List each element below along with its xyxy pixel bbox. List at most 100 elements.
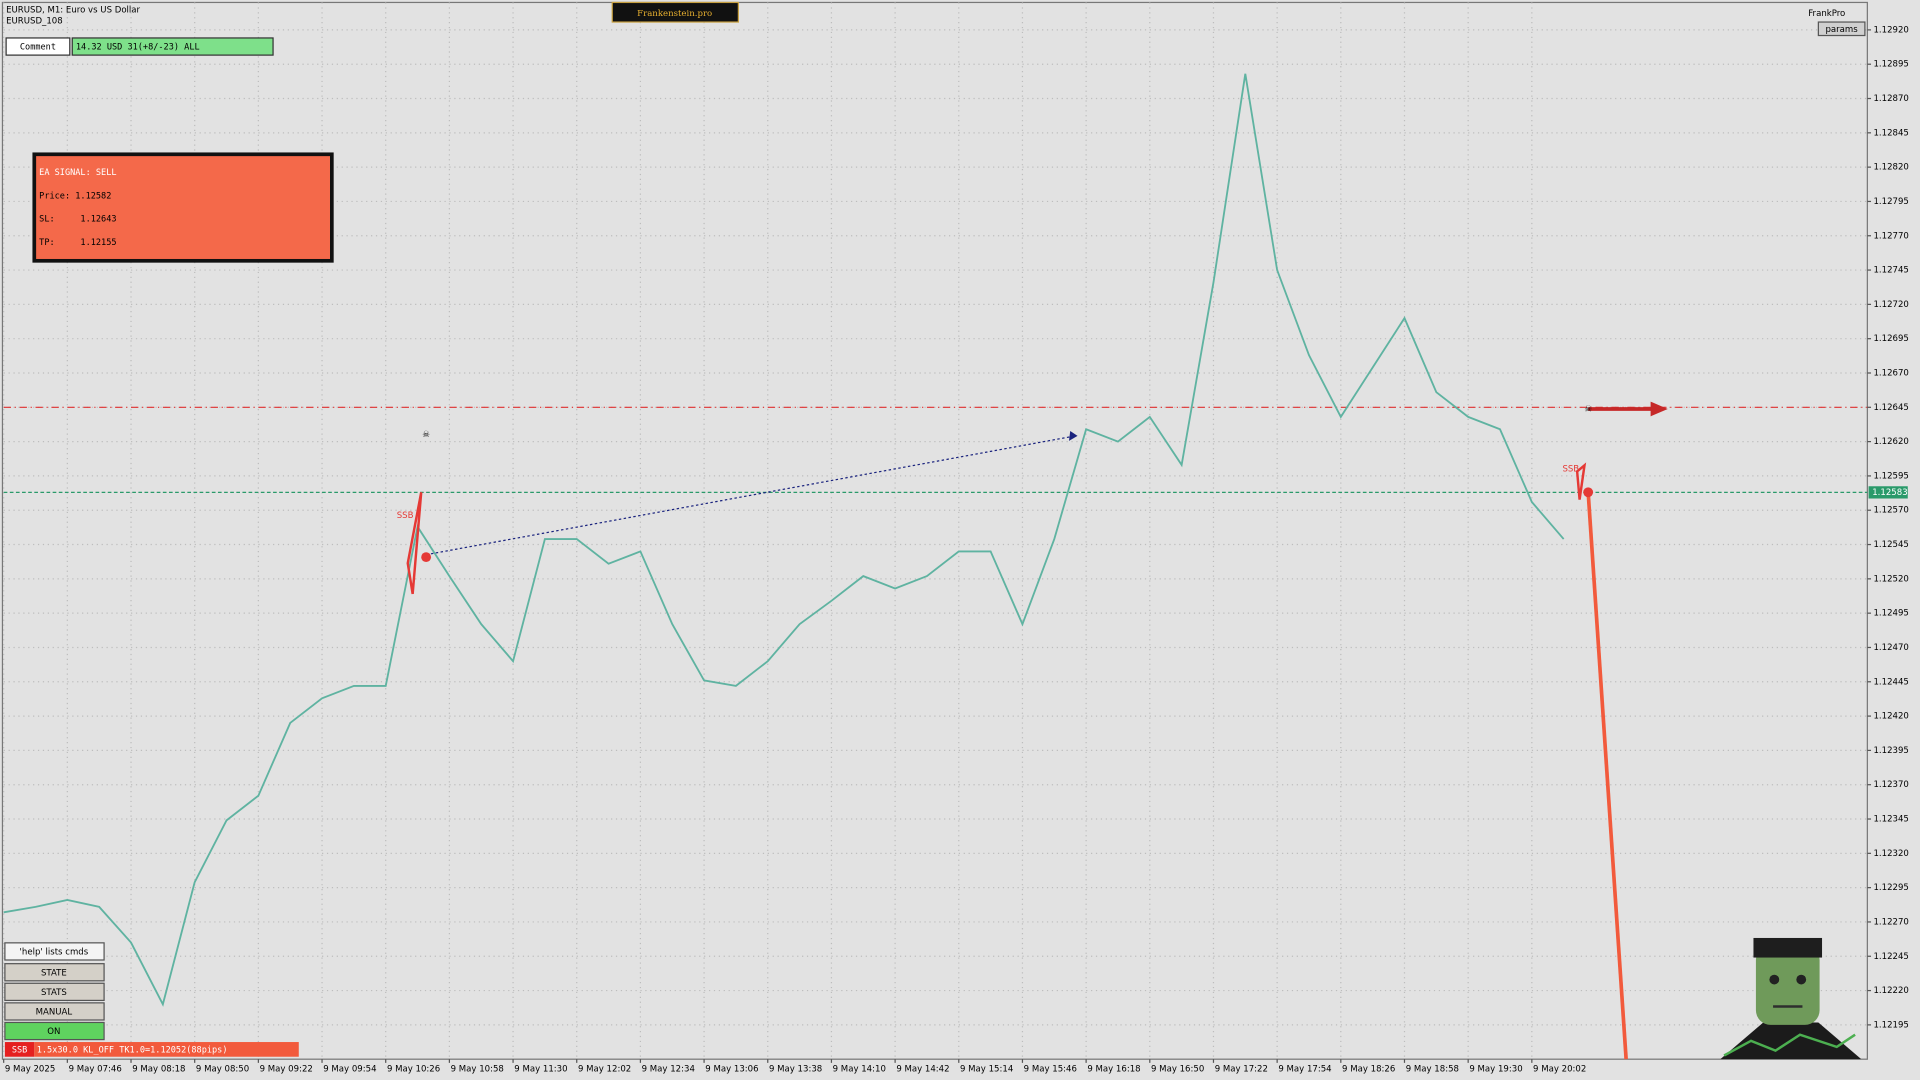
y-tick-label: 1.12395: [1873, 746, 1908, 756]
y-tick-label: 1.12470: [1873, 643, 1908, 653]
signal-shape: [406, 492, 423, 595]
y-tick-label: 1.12220: [1873, 986, 1908, 996]
brand-box: [611, 1, 739, 23]
grid: [3, 2, 1868, 1060]
symbol: EURUSD, M1: Euro vs US Dollar: [6, 5, 140, 15]
icon: ☠: [1584, 404, 1592, 414]
price-line: [3, 73, 1565, 1007]
y-tick-label: 1.12620: [1873, 437, 1908, 447]
x-tick-label: 9 May 13:06: [705, 1064, 758, 1074]
button-label[interactable]: MANUAL: [36, 1008, 73, 1018]
y-tick-label: 1.12445: [1873, 677, 1908, 687]
brand: Frankenstein.pro: [637, 9, 712, 19]
y-tick-label: 1.12370: [1873, 780, 1908, 790]
x-tick-label: 9 May 16:18: [1087, 1064, 1140, 1074]
y-tick-label: 1.12420: [1873, 712, 1908, 722]
signal-line: TP: 1.12155: [39, 238, 116, 248]
x-tick-label: 9 May 19:30: [1469, 1064, 1522, 1074]
x-tick-label: 9 May 08:50: [196, 1064, 249, 1074]
y-tick-label: 1.12520: [1873, 574, 1908, 584]
x-tick-label: 9 May 08:18: [132, 1064, 185, 1074]
x-tick-label: 9 May 17:22: [1215, 1064, 1268, 1074]
x-tick-label: 9 May 10:26: [387, 1064, 440, 1074]
x-tick-label: 9 May 2025: [5, 1064, 55, 1074]
help-text: 'help' lists cmds: [20, 948, 89, 958]
button-label[interactable]: STATE: [41, 968, 67, 978]
signal-box: [32, 152, 334, 263]
y-tick-label: 1.12570: [1873, 506, 1908, 516]
x-tick-label: 9 May 12:34: [642, 1064, 695, 1074]
y-tick-label: 1.12495: [1873, 609, 1908, 619]
user: FrankPro: [1808, 9, 1845, 19]
y-tick-label: 1.12845: [1873, 128, 1908, 138]
y-tick-label: 1.12195: [1873, 1020, 1908, 1030]
y-tick-label: 1.12245: [1873, 952, 1908, 962]
button[interactable]: [4, 1002, 105, 1021]
y-tick-label: 1.12795: [1873, 197, 1908, 207]
x-tick-label: 9 May 11:30: [514, 1064, 567, 1074]
y-tick-label: 1.12870: [1873, 94, 1908, 104]
help-box: [4, 942, 105, 961]
y-tick-label: 1.12670: [1873, 368, 1908, 378]
button[interactable]: [4, 982, 105, 1002]
y-tick-label: 1.12895: [1873, 60, 1908, 70]
y-tick-label: 1.12320: [1873, 849, 1908, 859]
x-tick-label: 9 May 12:02: [578, 1064, 631, 1074]
x-tick-label: 9 May 20:02: [1533, 1064, 1586, 1074]
signal-line: Price: 1.12582: [39, 191, 111, 201]
price-label: 1.12583: [1872, 488, 1907, 498]
trade-link: [426, 435, 1076, 556]
y-tick-label: 1.12595: [1873, 471, 1908, 481]
x-tick-label: 9 May 10:58: [451, 1064, 504, 1074]
params-button[interactable]: [1817, 21, 1866, 37]
button[interactable]: [4, 963, 105, 982]
plot-frame: [1, 1, 1868, 1060]
status-box: [34, 1042, 299, 1057]
ssb-marker: SSB: [397, 511, 414, 521]
signal-title: EA SIGNAL: SELL: [39, 168, 116, 178]
trade-link-head: [1068, 431, 1078, 441]
comment-label: Comment: [20, 43, 56, 53]
y-tick-label: 1.12770: [1873, 231, 1908, 241]
y-tick-label: 1.12545: [1873, 540, 1908, 550]
entry-dot: [1583, 487, 1594, 498]
x-tick-label: 9 May 15:14: [960, 1064, 1013, 1074]
series-layer: [3, 73, 1868, 1007]
x-tick-label: 9 May 18:58: [1406, 1064, 1459, 1074]
x-tick-label: 9 May 17:54: [1278, 1064, 1331, 1074]
x-tick-label: 9 May 14:10: [833, 1064, 886, 1074]
status-tag-box: [4, 1042, 35, 1057]
x-tick-label: 9 May 18:26: [1342, 1064, 1395, 1074]
comment-value: 14.32 USD 31(+8/-23) ALL: [76, 43, 200, 53]
y-tick-label: 1.12295: [1873, 883, 1908, 893]
sl-arrow-head: [1650, 401, 1668, 417]
price-label-box: [1868, 486, 1908, 499]
comment-value-box: [71, 37, 274, 56]
x-tick-label: 9 May 15:46: [1024, 1064, 1077, 1074]
y-tick-label: 1.12720: [1873, 300, 1908, 310]
button[interactable]: [4, 1021, 105, 1041]
status-tag: SSB: [12, 1046, 27, 1056]
ssb-marker: SSB: [1562, 464, 1579, 474]
entry-dot: [421, 552, 432, 563]
y-tick-label: 1.12745: [1873, 266, 1908, 276]
signal-shape: [1575, 462, 1587, 500]
y-tick-label: 1.12695: [1873, 334, 1908, 344]
mascot: [1720, 937, 1862, 1060]
x-tick-label: 9 May 09:22: [260, 1064, 313, 1074]
x-tick-label: 9 May 14:42: [896, 1064, 949, 1074]
y-tick-label: 1.12820: [1873, 163, 1908, 173]
y-tick-label: 1.12345: [1873, 815, 1908, 825]
y-tick-label: 1.12920: [1873, 25, 1908, 35]
comment-label-box: [5, 37, 71, 56]
button-label[interactable]: STATS: [41, 988, 67, 998]
x-tick-label: 9 May 07:46: [69, 1064, 122, 1074]
icon: ☠: [422, 430, 430, 440]
x-tick-label: 9 May 13:38: [769, 1064, 822, 1074]
params-label[interactable]: params: [1826, 25, 1859, 35]
y-tick-label: 1.12645: [1873, 403, 1908, 413]
x-tick-label: 9 May 09:54: [323, 1064, 376, 1074]
status-text: 1.5x30.0 KL_OFF TK1.0=1.12052(88pips): [37, 1046, 228, 1056]
button-label[interactable]: ON: [47, 1027, 60, 1037]
